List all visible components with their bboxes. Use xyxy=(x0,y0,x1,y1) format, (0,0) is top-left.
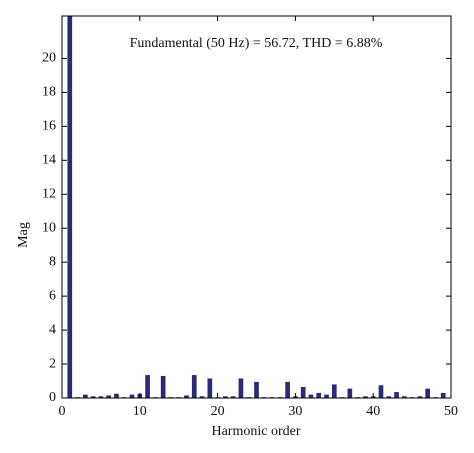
y-tick-label: 10 xyxy=(42,220,56,235)
bar xyxy=(425,388,430,398)
bar xyxy=(129,394,135,398)
bar xyxy=(184,395,189,398)
bar xyxy=(191,375,197,398)
bar xyxy=(98,396,104,398)
bar xyxy=(238,378,244,398)
bar xyxy=(114,393,119,398)
bar xyxy=(300,386,306,398)
bar xyxy=(440,392,446,398)
x-tick-label: 20 xyxy=(211,404,225,419)
bar xyxy=(285,381,290,398)
bar xyxy=(417,396,423,398)
x-axis-label: Harmonic order xyxy=(211,424,300,439)
y-tick-label: 20 xyxy=(42,51,56,66)
bar xyxy=(145,375,150,398)
bar xyxy=(83,394,88,398)
bar xyxy=(347,388,353,398)
chart-title: Fundamental (50 Hz) = 56.72, THD = 6.88% xyxy=(130,36,383,51)
bar xyxy=(331,384,337,398)
bar xyxy=(254,381,259,398)
bar xyxy=(106,395,112,398)
bar xyxy=(308,394,314,398)
y-tick-label: 12 xyxy=(42,186,56,201)
y-tick-label: 2 xyxy=(49,356,56,371)
bar xyxy=(199,396,205,398)
bar xyxy=(394,392,399,398)
y-tick-label: 4 xyxy=(49,322,56,337)
bars xyxy=(67,16,446,398)
x-tick-label: 30 xyxy=(288,404,302,419)
bar xyxy=(363,396,368,398)
x-tick-label: 0 xyxy=(59,404,66,419)
x-tick-label: 10 xyxy=(133,404,147,419)
bar xyxy=(160,375,166,398)
plot-frame xyxy=(61,15,452,399)
x-tick-label: 50 xyxy=(444,404,458,419)
y-tick-label: 6 xyxy=(49,288,56,303)
y-axis-label: Mag xyxy=(16,222,31,248)
bar xyxy=(386,396,392,398)
bar xyxy=(401,396,407,398)
bar xyxy=(316,392,322,398)
bar xyxy=(378,385,384,398)
y-tick-label: 14 xyxy=(42,153,56,168)
bar xyxy=(207,378,213,398)
bar xyxy=(230,396,236,398)
y-tick-label: 8 xyxy=(49,254,56,269)
bar xyxy=(90,396,96,398)
y-tick-label: 0 xyxy=(49,390,56,405)
bar xyxy=(223,396,228,398)
y-tick-label: 16 xyxy=(42,119,56,134)
bar xyxy=(67,16,73,398)
x-tick-label: 40 xyxy=(366,404,380,419)
y-tick-label: 18 xyxy=(42,85,56,100)
bar xyxy=(324,394,329,398)
